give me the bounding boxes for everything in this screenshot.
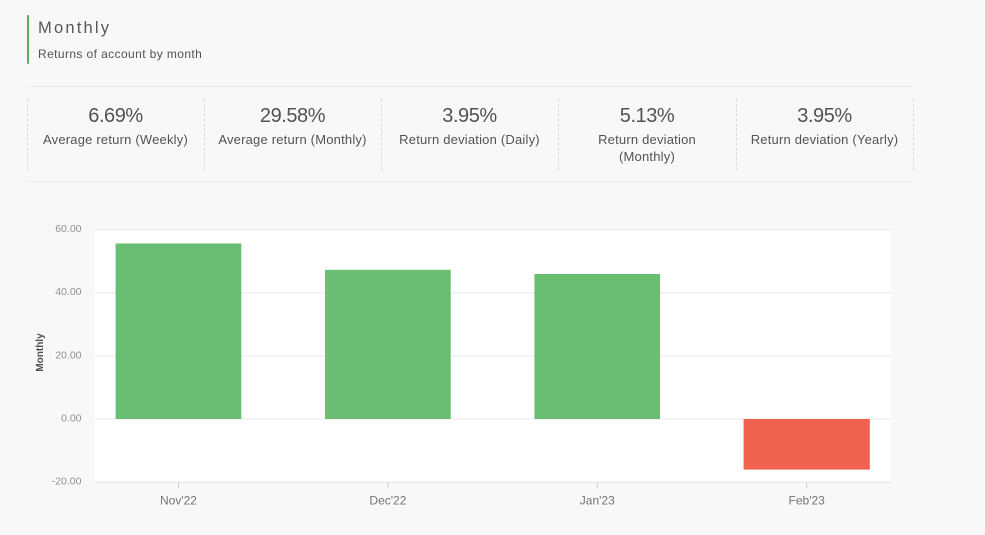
svg-text:60.00: 60.00	[55, 223, 81, 235]
svg-text:Monthly: Monthly	[35, 333, 46, 372]
svg-text:40.00: 40.00	[55, 286, 81, 298]
svg-text:Nov'22: Nov'22	[160, 494, 197, 508]
svg-text:-20.00: -20.00	[52, 475, 82, 487]
svg-text:Dec'22: Dec'22	[369, 494, 406, 508]
svg-text:Jan'23: Jan'23	[580, 494, 615, 508]
svg-text:20.00: 20.00	[55, 349, 81, 361]
svg-text:Feb'23: Feb'23	[789, 494, 826, 508]
svg-text:0.00: 0.00	[61, 412, 82, 424]
